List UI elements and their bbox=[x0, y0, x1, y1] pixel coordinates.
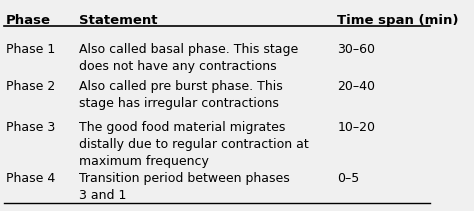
Text: Phase 1: Phase 1 bbox=[6, 43, 55, 55]
Text: 30–60: 30–60 bbox=[337, 43, 375, 55]
Text: Phase: Phase bbox=[6, 14, 51, 27]
Text: 0–5: 0–5 bbox=[337, 172, 359, 185]
Text: 20–40: 20–40 bbox=[337, 80, 375, 93]
Text: Transition period between phases
3 and 1: Transition period between phases 3 and 1 bbox=[79, 172, 290, 202]
Text: Also called pre burst phase. This
stage has irregular contractions: Also called pre burst phase. This stage … bbox=[79, 80, 283, 110]
Text: The good food material migrates
distally due to regular contraction at
maximum f: The good food material migrates distally… bbox=[79, 121, 309, 168]
Text: Time span (min): Time span (min) bbox=[337, 14, 459, 27]
Text: Phase 4: Phase 4 bbox=[6, 172, 55, 185]
Text: Phase 2: Phase 2 bbox=[6, 80, 55, 93]
Text: Statement: Statement bbox=[79, 14, 157, 27]
Text: Also called basal phase. This stage
does not have any contractions: Also called basal phase. This stage does… bbox=[79, 43, 298, 73]
Text: Phase 3: Phase 3 bbox=[6, 121, 55, 134]
Text: 10–20: 10–20 bbox=[337, 121, 375, 134]
